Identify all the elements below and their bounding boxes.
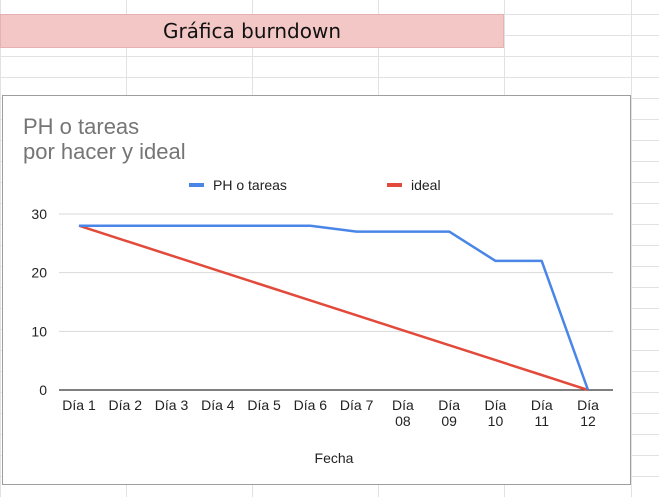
series-line-ideal bbox=[78, 224, 589, 392]
y-axis-ticks: 0 10 20 30 bbox=[31, 206, 47, 398]
y-tick-label: 0 bbox=[39, 382, 47, 398]
chart-title-line: por hacer y ideal bbox=[23, 139, 186, 164]
chart-title-line: PH o tareas bbox=[23, 114, 139, 139]
y-tick-label: 30 bbox=[31, 206, 47, 222]
x-tick-label: Día 3 bbox=[155, 397, 189, 413]
x-axis-ticks: Día 1 Día 2 Día 3 Día 4 Día 5 Día 6 Día 7 Día 08… bbox=[62, 397, 599, 429]
x-tick-label: Día 6 bbox=[294, 397, 328, 413]
x-tick-label: Día 4 bbox=[201, 397, 235, 413]
y-tick-label: 10 bbox=[31, 323, 47, 339]
legend-label: PH o tareas bbox=[213, 177, 287, 193]
x-axis-title: Fecha bbox=[315, 450, 354, 466]
legend-label: ideal bbox=[411, 177, 441, 193]
x-tick-label: Día 5 bbox=[247, 397, 281, 413]
y-tick-label: 20 bbox=[31, 265, 47, 281]
series-line-ph-o-tareas bbox=[79, 224, 590, 391]
x-tick-label: Día 10 bbox=[485, 397, 507, 429]
x-tick-label: Día 12 bbox=[577, 397, 599, 429]
chart-legend: PH o tareas ideal bbox=[189, 177, 441, 193]
chart-gridlines bbox=[59, 213, 613, 391]
x-tick-label: Día 7 bbox=[340, 397, 374, 413]
x-tick-label: Día 2 bbox=[109, 397, 143, 413]
x-tick-label: Día 1 bbox=[62, 397, 96, 413]
x-tick-label: Día 08 bbox=[392, 397, 414, 429]
chart-series bbox=[78, 224, 590, 392]
chart-container[interactable]: PH o tareas por hacer y ideal PH o tareas… bbox=[2, 95, 631, 485]
x-tick-label: Día 11 bbox=[531, 397, 553, 429]
x-tick-label: Día 09 bbox=[438, 397, 460, 429]
sheet-title-banner[interactable]: Gráfica burndown bbox=[0, 14, 504, 48]
